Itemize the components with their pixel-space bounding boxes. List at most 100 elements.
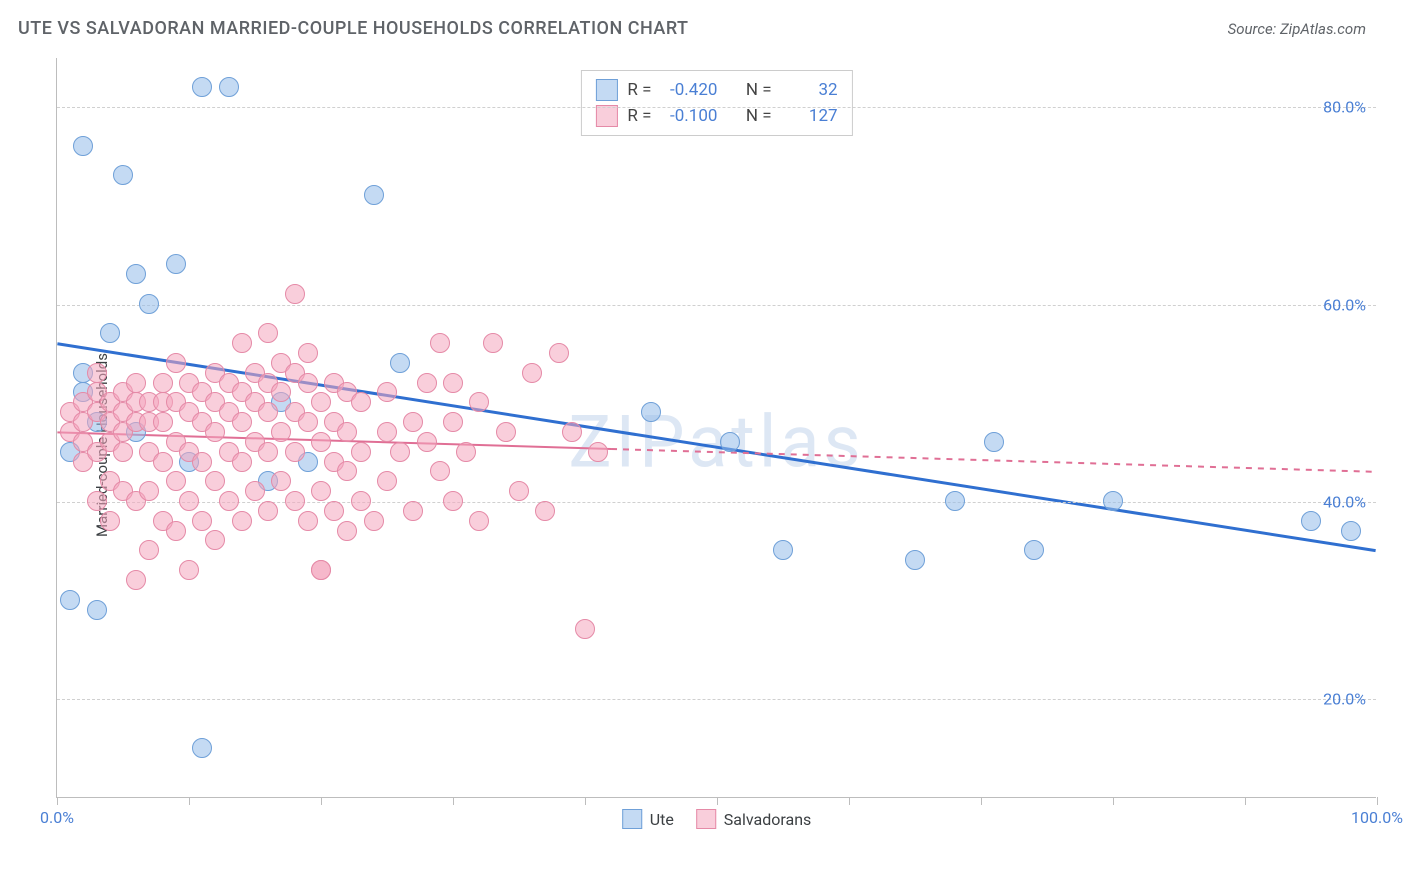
data-point bbox=[469, 511, 489, 531]
data-point bbox=[192, 738, 212, 758]
data-point bbox=[87, 491, 107, 511]
data-point bbox=[905, 550, 925, 570]
data-point bbox=[126, 570, 146, 590]
data-point bbox=[153, 412, 173, 432]
data-point bbox=[113, 442, 133, 462]
data-point bbox=[311, 392, 331, 412]
data-point bbox=[232, 333, 252, 353]
gridline-h bbox=[57, 699, 1376, 700]
data-point bbox=[390, 353, 410, 373]
data-point bbox=[245, 481, 265, 501]
ytick-label: 40.0% bbox=[1323, 493, 1366, 512]
data-point bbox=[179, 560, 199, 580]
xtick bbox=[1245, 797, 1246, 805]
data-point bbox=[285, 284, 305, 304]
gridline-h bbox=[57, 305, 1376, 306]
data-point bbox=[417, 373, 437, 393]
data-point bbox=[298, 373, 318, 393]
data-point bbox=[324, 501, 344, 521]
data-point bbox=[311, 560, 331, 580]
data-point bbox=[351, 392, 371, 412]
data-point bbox=[588, 442, 608, 462]
legend-series-item: Ute bbox=[622, 809, 674, 829]
xtick bbox=[981, 797, 982, 805]
data-point bbox=[205, 422, 225, 442]
legend-stat-row: R =-0.420 N =32 bbox=[595, 77, 837, 103]
data-point bbox=[1301, 511, 1321, 531]
legend-series-item: Salvadorans bbox=[696, 809, 811, 829]
data-point bbox=[258, 402, 278, 422]
data-point bbox=[298, 511, 318, 531]
data-point bbox=[403, 412, 423, 432]
data-point bbox=[390, 442, 410, 462]
data-point bbox=[456, 442, 476, 462]
data-point bbox=[509, 481, 529, 501]
data-point bbox=[945, 491, 965, 511]
ytick-label: 60.0% bbox=[1323, 295, 1366, 314]
data-point bbox=[984, 432, 1004, 452]
data-point bbox=[166, 254, 186, 274]
data-point bbox=[139, 294, 159, 314]
data-point bbox=[139, 540, 159, 560]
chart-source: Source: ZipAtlas.com bbox=[1228, 20, 1366, 38]
data-point bbox=[192, 452, 212, 472]
data-point bbox=[60, 590, 80, 610]
data-point bbox=[298, 343, 318, 363]
data-point bbox=[298, 412, 318, 432]
data-point bbox=[126, 264, 146, 284]
xtick bbox=[717, 797, 718, 805]
data-point bbox=[311, 432, 331, 452]
chart-title: UTE VS SALVADORAN MARRIED-COUPLE HOUSEHO… bbox=[18, 18, 689, 39]
data-point bbox=[1103, 491, 1123, 511]
data-point bbox=[153, 452, 173, 472]
data-point bbox=[192, 77, 212, 97]
data-point bbox=[417, 432, 437, 452]
data-point bbox=[271, 471, 291, 491]
data-point bbox=[311, 481, 331, 501]
data-point bbox=[1024, 540, 1044, 560]
data-point bbox=[430, 461, 450, 481]
xtick bbox=[321, 797, 322, 805]
data-point bbox=[100, 511, 120, 531]
data-point bbox=[483, 333, 503, 353]
data-point bbox=[1341, 521, 1361, 541]
xtick bbox=[585, 797, 586, 805]
data-point bbox=[139, 481, 159, 501]
data-point bbox=[535, 501, 555, 521]
data-point bbox=[337, 422, 357, 442]
data-point bbox=[100, 323, 120, 343]
data-point bbox=[205, 530, 225, 550]
ytick-label: 20.0% bbox=[1323, 690, 1366, 709]
data-point bbox=[232, 412, 252, 432]
data-point bbox=[113, 165, 133, 185]
data-point bbox=[549, 343, 569, 363]
data-point bbox=[192, 511, 212, 531]
xtick bbox=[189, 797, 190, 805]
chart-container: Married-couple Households ZIPatlas R =-0… bbox=[18, 50, 1388, 840]
data-point bbox=[443, 491, 463, 511]
data-point bbox=[403, 501, 423, 521]
data-point bbox=[351, 491, 371, 511]
plot-area: ZIPatlas R =-0.420 N =32R =-0.100 N =127… bbox=[56, 58, 1376, 798]
data-point bbox=[258, 323, 278, 343]
xtick bbox=[1377, 797, 1378, 805]
data-point bbox=[285, 442, 305, 462]
ytick-label: 80.0% bbox=[1323, 98, 1366, 117]
data-point bbox=[496, 422, 516, 442]
data-point bbox=[73, 136, 93, 156]
data-point bbox=[166, 353, 186, 373]
data-point bbox=[720, 432, 740, 452]
data-point bbox=[430, 333, 450, 353]
data-point bbox=[219, 77, 239, 97]
data-point bbox=[153, 373, 173, 393]
gridline-h bbox=[57, 107, 1376, 108]
data-point bbox=[258, 442, 278, 462]
data-point bbox=[285, 491, 305, 511]
data-point bbox=[271, 382, 291, 402]
xtick bbox=[453, 797, 454, 805]
data-point bbox=[179, 491, 199, 511]
series-legend: Ute Salvadorans bbox=[622, 809, 812, 829]
data-point bbox=[232, 511, 252, 531]
data-point bbox=[377, 422, 397, 442]
data-point bbox=[364, 511, 384, 531]
